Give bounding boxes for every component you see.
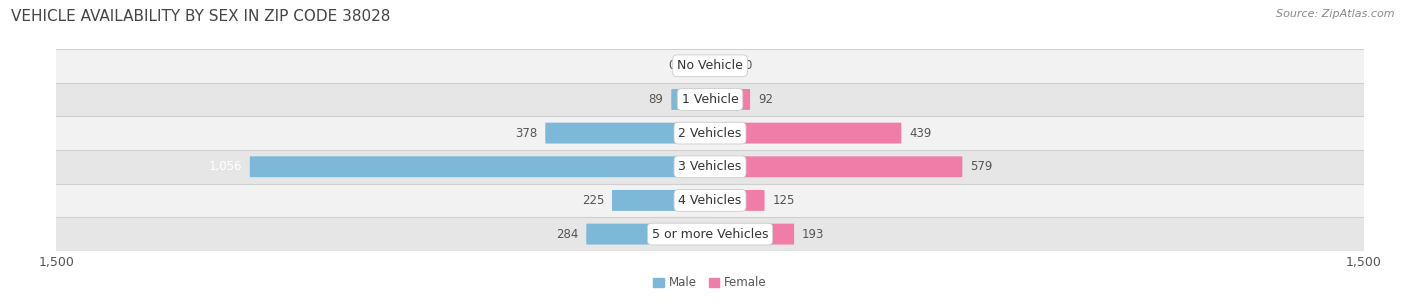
Text: 5 or more Vehicles: 5 or more Vehicles	[652, 228, 768, 241]
Bar	[56, 83, 1364, 116]
FancyBboxPatch shape	[671, 89, 710, 110]
FancyBboxPatch shape	[612, 190, 710, 211]
Text: 193: 193	[801, 228, 824, 241]
Text: 1,056: 1,056	[208, 160, 242, 173]
Text: 1 Vehicle: 1 Vehicle	[682, 93, 738, 106]
Legend: Male, Female: Male, Female	[654, 276, 766, 289]
Text: No Vehicle: No Vehicle	[678, 59, 742, 72]
Text: 579: 579	[970, 160, 993, 173]
Bar	[56, 150, 1364, 184]
Text: 3 Vehicles: 3 Vehicles	[679, 160, 741, 173]
Text: Source: ZipAtlas.com: Source: ZipAtlas.com	[1277, 9, 1395, 19]
Bar	[56, 184, 1364, 217]
Text: 125: 125	[772, 194, 794, 207]
FancyBboxPatch shape	[710, 156, 962, 177]
Text: 0: 0	[744, 59, 751, 72]
FancyBboxPatch shape	[710, 224, 794, 244]
Text: 2 Vehicles: 2 Vehicles	[679, 127, 741, 140]
FancyBboxPatch shape	[546, 123, 710, 144]
Text: 225: 225	[582, 194, 605, 207]
Text: 378: 378	[515, 127, 537, 140]
Text: 89: 89	[648, 93, 664, 106]
Text: VEHICLE AVAILABILITY BY SEX IN ZIP CODE 38028: VEHICLE AVAILABILITY BY SEX IN ZIP CODE …	[11, 9, 391, 24]
Bar	[56, 217, 1364, 251]
FancyBboxPatch shape	[586, 224, 710, 244]
Text: 439: 439	[910, 127, 932, 140]
Bar	[56, 49, 1364, 83]
Text: 4 Vehicles: 4 Vehicles	[679, 194, 741, 207]
Text: 284: 284	[555, 228, 578, 241]
Bar	[56, 116, 1364, 150]
Text: 92: 92	[758, 93, 773, 106]
Text: 0: 0	[669, 59, 676, 72]
FancyBboxPatch shape	[710, 89, 751, 110]
FancyBboxPatch shape	[683, 55, 710, 76]
FancyBboxPatch shape	[250, 156, 710, 177]
FancyBboxPatch shape	[710, 190, 765, 211]
FancyBboxPatch shape	[710, 55, 737, 76]
FancyBboxPatch shape	[710, 123, 901, 144]
